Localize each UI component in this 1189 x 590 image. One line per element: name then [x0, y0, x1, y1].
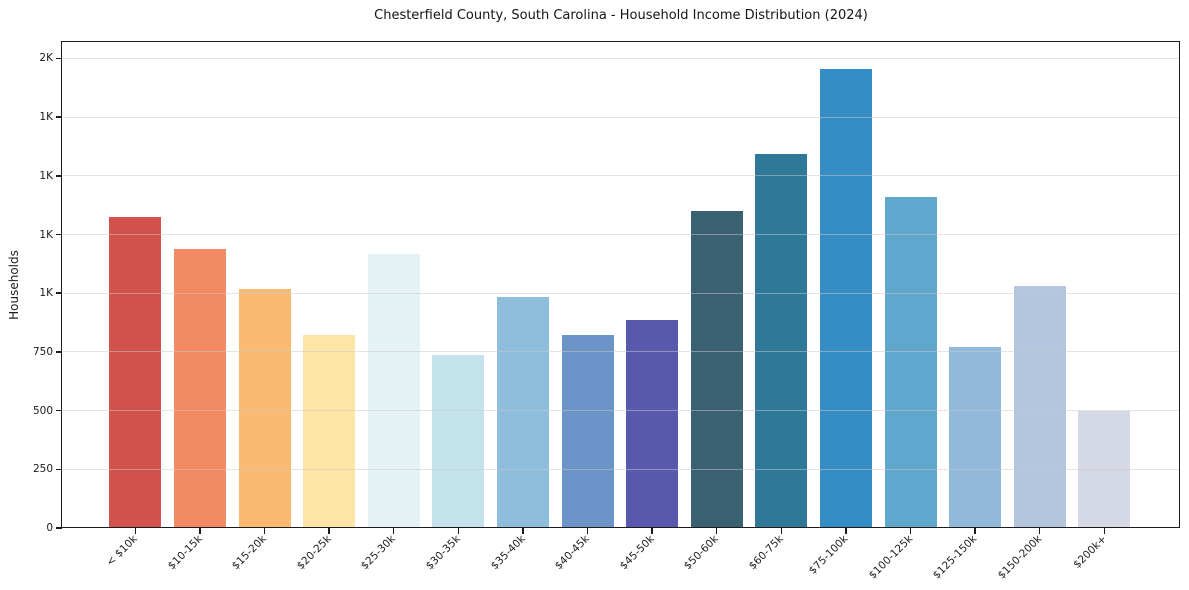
y-tick-label: 1K — [39, 228, 53, 241]
gridline — [63, 410, 1179, 412]
x-tick-mark — [586, 528, 589, 534]
x-tick-mark — [845, 528, 847, 534]
bar — [173, 248, 226, 528]
y-tick-mark — [56, 351, 62, 353]
y-tick-mark — [56, 292, 62, 294]
x-tick-label: $40-45k — [552, 533, 592, 573]
bar — [496, 296, 549, 528]
bar — [1013, 286, 1066, 528]
bar — [303, 335, 356, 528]
bar — [367, 254, 420, 528]
x-tick-label: $20-25k — [294, 533, 334, 573]
x-tick-mark — [328, 528, 330, 534]
x-tick-mark — [392, 528, 395, 534]
y-tick-mark — [56, 57, 62, 60]
y-tick-mark — [56, 175, 62, 177]
y-tick-mark — [56, 468, 62, 471]
x-tick-mark — [522, 528, 524, 534]
y-tick-mark — [56, 527, 62, 529]
y-tick-mark — [56, 116, 62, 118]
gridline — [63, 292, 1179, 294]
gridline — [63, 116, 1179, 118]
y-tick-label: 250 — [32, 463, 53, 476]
x-tick-label: $15-20k — [229, 533, 269, 573]
x-tick-label: $125-150k — [931, 533, 980, 582]
y-tick-label: 500 — [32, 404, 53, 417]
y-tick-label: 2K — [39, 52, 53, 65]
x-tick-mark — [199, 528, 201, 534]
bar — [819, 69, 872, 528]
x-tick-mark — [457, 528, 460, 534]
bar — [690, 211, 743, 528]
x-tick-mark — [263, 528, 266, 534]
x-tick-label: $75-100k — [806, 533, 851, 577]
x-tick-mark — [134, 528, 137, 534]
x-tick-label: $45-50k — [617, 533, 657, 573]
bar — [949, 347, 1002, 528]
bar — [238, 288, 291, 528]
gridline — [63, 57, 1179, 59]
gridline — [63, 175, 1179, 177]
gridline — [63, 468, 1179, 470]
x-tick-label: $100-125k — [866, 533, 915, 582]
x-tick-mark — [909, 528, 912, 534]
x-tick-label: < $10k — [104, 533, 140, 569]
gridline — [63, 351, 1179, 353]
bar — [109, 216, 162, 528]
y-tick-mark — [56, 409, 62, 412]
bar — [755, 153, 808, 528]
x-tick-label: $60-75k — [746, 533, 786, 573]
y-tick-label: 1K — [39, 287, 53, 300]
x-tick-label: $50-60k — [682, 533, 722, 573]
x-tick-mark — [1038, 528, 1041, 534]
x-tick-label: $25-30k — [359, 533, 399, 573]
y-tick-label: 1K — [39, 169, 53, 182]
y-axis-label: Households — [7, 250, 21, 320]
x-tick-mark — [780, 528, 783, 534]
bar — [884, 196, 937, 528]
x-tick-mark — [651, 528, 653, 534]
y-tick-label: 1K — [39, 111, 53, 124]
plot-frame — [61, 41, 1180, 528]
x-tick-mark — [974, 528, 976, 534]
x-tick-label: $150-200k — [995, 533, 1045, 582]
y-tick-label: 0 — [46, 522, 53, 534]
x-tick-label: $35-40k — [488, 533, 528, 573]
gridline — [63, 234, 1179, 236]
bar — [561, 335, 614, 528]
chart-title: Chesterfield County, South Carolina - Ho… — [374, 8, 868, 23]
y-tick-label: 750 — [32, 345, 53, 358]
y-tick-mark — [56, 233, 62, 236]
x-tick-label: $10-15k — [165, 533, 205, 573]
bar — [626, 320, 679, 528]
x-tick-label: $200k+ — [1070, 533, 1109, 571]
x-tick-mark — [1103, 528, 1106, 534]
x-tick-label: $30-35k — [423, 533, 463, 573]
x-tick-mark — [715, 528, 718, 534]
bar — [432, 355, 485, 528]
